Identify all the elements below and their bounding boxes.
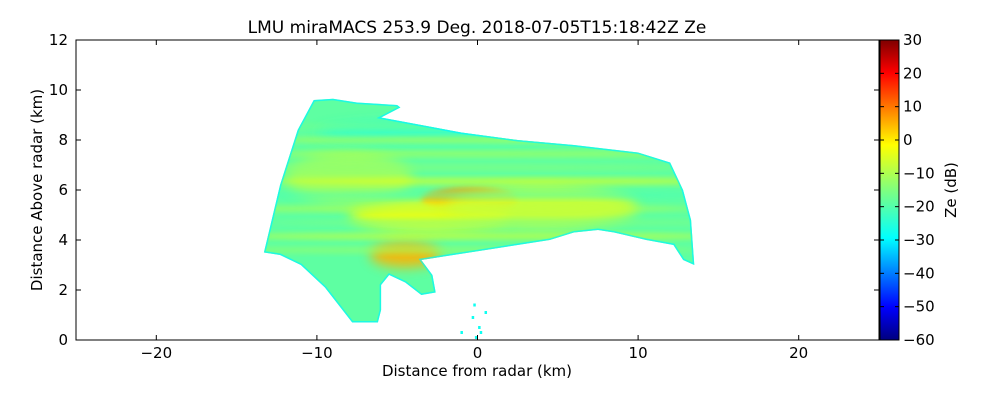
y-tick-label: 0: [58, 331, 68, 349]
colorbar-tick-label: 30: [903, 31, 922, 49]
echo-streak: [263, 164, 695, 171]
y-tick-label: 12: [49, 31, 68, 49]
colorbar-tick-label: 20: [903, 64, 922, 82]
echo-streak: [263, 150, 695, 158]
colorbar-tick-label: −40: [903, 264, 935, 282]
x-tick-label: 20: [789, 344, 808, 362]
echo-streak: [263, 205, 695, 213]
colorbar-tick-label: −60: [903, 331, 935, 349]
x-tick-label: −10: [301, 344, 333, 362]
colorbar-ticks: 30 20 10 0 −10 −20 −30 −40 −50 −60: [880, 31, 935, 349]
colorbar-tick-label: 10: [903, 98, 922, 116]
echo-speckle: [473, 303, 476, 307]
colorbar-tick-label: −10: [903, 164, 935, 182]
x-axis-ticks: −20 −10 0 10 20: [140, 40, 808, 362]
echo-streak: [265, 219, 695, 226]
x-tick-label: −20: [140, 344, 172, 362]
colorbar-tick-label: −50: [903, 298, 935, 316]
echo-speckle: [478, 326, 481, 329]
y-tick-label: 4: [58, 231, 68, 249]
y-tick-label: 10: [49, 81, 68, 99]
echo-speckle: [474, 336, 478, 339]
echo-speckle: [479, 331, 483, 334]
x-tick-label: 10: [629, 344, 648, 362]
echo-streak: [263, 232, 695, 240]
echo-speckle: [484, 311, 488, 314]
echo-streak: [263, 191, 695, 199]
y-axis-ticks: 0 2 4 6 8 10 12: [49, 31, 879, 349]
y-axis-label: Distance Above radar (km): [28, 89, 46, 291]
y-tick-label: 2: [58, 281, 68, 299]
colorbar-tick-label: −30: [903, 231, 935, 249]
x-axis-label: Distance from radar (km): [382, 362, 572, 380]
y-tick-label: 8: [58, 131, 68, 149]
colorbar: 30 20 10 0 −10 −20 −30 −40 −50 −60 Ze (dB): [879, 31, 960, 349]
colorbar-tick-label: 0: [903, 131, 913, 149]
echo-speckle: [460, 331, 463, 334]
echo-speckle: [471, 316, 475, 319]
echo-streak: [265, 177, 695, 185]
y-tick-label: 6: [58, 181, 68, 199]
colorbar-tick-label: −20: [903, 198, 935, 216]
plot-area: −20 −10 0 10 20 0 2 4 6 8 10 12: [49, 31, 880, 362]
colorbar-gradient: [880, 40, 899, 340]
chart-title: LMU miraMACS 253.9 Deg. 2018-07-05T15:18…: [248, 18, 707, 38]
colorbar-label: Ze (dB): [942, 162, 960, 218]
x-tick-label: 0: [473, 344, 483, 362]
